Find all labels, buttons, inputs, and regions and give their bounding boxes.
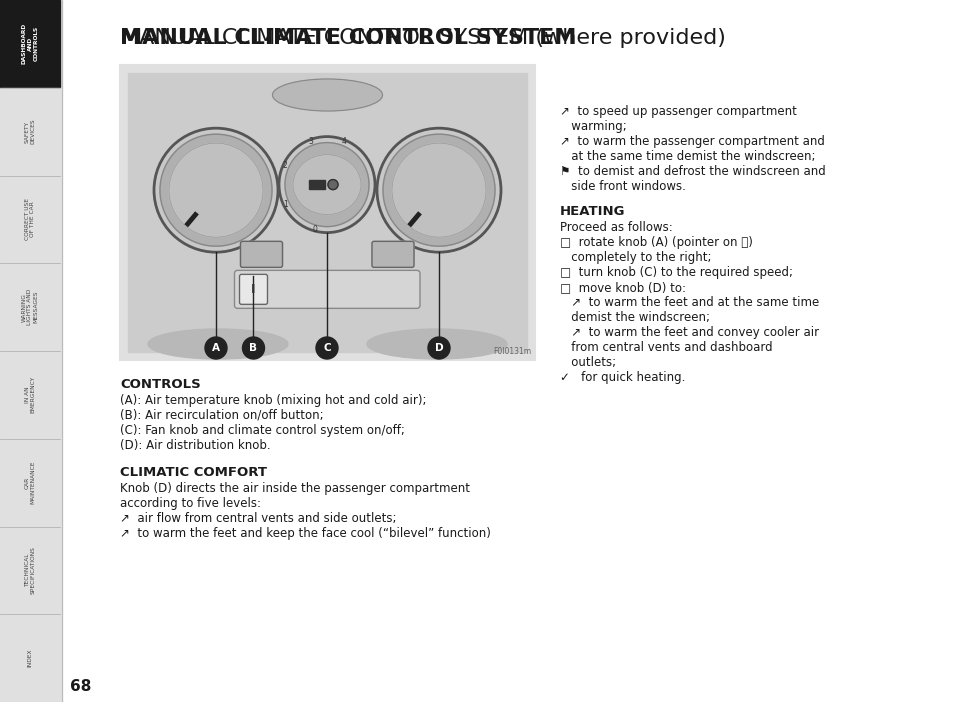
FancyBboxPatch shape	[234, 270, 419, 308]
Text: C: C	[323, 343, 331, 353]
Text: HEATING: HEATING	[559, 205, 625, 218]
Text: ↗  to speed up passenger compartment: ↗ to speed up passenger compartment	[559, 105, 796, 118]
Bar	[120, 65, 535, 360]
Ellipse shape	[367, 329, 506, 359]
Bar	[0, 614, 60, 701]
Text: Knob (D) directs the air inside the passenger compartment: Knob (D) directs the air inside the pass…	[120, 482, 470, 495]
Ellipse shape	[273, 79, 382, 111]
Bar	[0, 88, 60, 175]
FancyBboxPatch shape	[239, 274, 267, 305]
Bar	[0, 263, 60, 350]
Text: MANUAL CLIMATE CONTROL SYSTEM (where provided): MANUAL CLIMATE CONTROL SYSTEM (where pro…	[120, 28, 725, 48]
Bar	[0, 526, 60, 614]
Text: TECHNICAL
SPECIFICATIONS: TECHNICAL SPECIFICATIONS	[25, 546, 35, 595]
FancyBboxPatch shape	[372, 241, 414, 267]
Text: at the same time demist the windscreen;: at the same time demist the windscreen;	[559, 150, 815, 163]
Bar	[0, 439, 60, 526]
Text: (D): Air distribution knob.: (D): Air distribution knob.	[120, 439, 271, 452]
Bar	[0, 0, 60, 87]
Circle shape	[315, 337, 337, 359]
Circle shape	[392, 143, 485, 237]
Circle shape	[242, 337, 264, 359]
Text: from central vents and dashboard: from central vents and dashboard	[559, 341, 772, 354]
Text: I: I	[251, 283, 255, 296]
Text: demist the windscreen;: demist the windscreen;	[559, 311, 709, 324]
Text: B: B	[250, 343, 257, 353]
Text: 4: 4	[341, 138, 346, 147]
Circle shape	[382, 134, 495, 246]
Text: ⚑  to demist and defrost the windscreen and: ⚑ to demist and defrost the windscreen a…	[559, 165, 825, 178]
Text: F0I0131m: F0I0131m	[493, 347, 531, 356]
Text: Proceed as follows:: Proceed as follows:	[559, 221, 672, 234]
Text: 68: 68	[70, 679, 91, 694]
Circle shape	[328, 180, 337, 190]
Text: CORRECT USE
OF THE CAR: CORRECT USE OF THE CAR	[25, 199, 35, 240]
Text: according to five levels:: according to five levels:	[120, 497, 261, 510]
Circle shape	[428, 337, 450, 359]
Text: INDEX: INDEX	[28, 649, 32, 668]
Text: 1: 1	[283, 199, 288, 208]
Text: □  move knob (D) to:: □ move knob (D) to:	[559, 281, 685, 294]
Text: ✓   for quick heating.: ✓ for quick heating.	[559, 371, 684, 384]
Text: □  turn knob (C) to the required speed;: □ turn knob (C) to the required speed;	[559, 266, 792, 279]
Circle shape	[169, 143, 263, 237]
Text: (C): Fan knob and climate control system on/off;: (C): Fan knob and climate control system…	[120, 424, 404, 437]
Text: side front windows.: side front windows.	[559, 180, 685, 193]
Text: IN AN
EMERGENCY: IN AN EMERGENCY	[25, 376, 35, 413]
Text: D: D	[435, 343, 443, 353]
Text: CONTROLS: CONTROLS	[120, 378, 200, 391]
Text: CLIMATIC COMFORT: CLIMATIC COMFORT	[120, 466, 267, 479]
Circle shape	[160, 134, 272, 246]
Text: CAR
MAINTENANCE: CAR MAINTENANCE	[25, 461, 35, 504]
Text: ↗  to warm the feet and convey cooler air: ↗ to warm the feet and convey cooler air	[559, 326, 819, 339]
Bar	[0, 0, 62, 702]
Text: DASHBOARD
AND
CONTROLS: DASHBOARD AND CONTROLS	[22, 23, 38, 65]
Text: ↗  air flow from central vents and side outlets;: ↗ air flow from central vents and side o…	[120, 512, 396, 525]
Text: ↗  to warm the feet and at the same time: ↗ to warm the feet and at the same time	[559, 296, 819, 309]
Text: warming;: warming;	[559, 120, 626, 133]
Text: (A): Air temperature knob (mixing hot and cold air);: (A): Air temperature knob (mixing hot an…	[120, 394, 426, 407]
Text: MANUAL CLIMATE CONTROL SYSTEM: MANUAL CLIMATE CONTROL SYSTEM	[120, 28, 583, 48]
Text: 2: 2	[283, 161, 288, 170]
Ellipse shape	[293, 154, 360, 215]
Text: ↗  to warm the feet and keep the face cool (“bilevel” function): ↗ to warm the feet and keep the face coo…	[120, 527, 491, 540]
Circle shape	[278, 137, 375, 232]
Text: (B): Air recirculation on/off button;: (B): Air recirculation on/off button;	[120, 409, 323, 422]
Text: 3: 3	[309, 137, 314, 146]
Text: ↗  to warm the passenger compartment and: ↗ to warm the passenger compartment and	[559, 135, 824, 148]
Text: A: A	[212, 343, 220, 353]
Bar	[128, 73, 526, 352]
Circle shape	[285, 143, 369, 227]
Circle shape	[153, 128, 277, 252]
Circle shape	[376, 128, 500, 252]
Bar	[0, 176, 60, 263]
Text: completely to the right;: completely to the right;	[559, 251, 711, 264]
Text: WARNING
LIGHTS AND
MESSAGES: WARNING LIGHTS AND MESSAGES	[22, 289, 38, 325]
Bar	[309, 180, 325, 189]
Bar	[0, 351, 60, 438]
Ellipse shape	[148, 329, 288, 359]
Circle shape	[205, 337, 227, 359]
Text: outlets;: outlets;	[559, 356, 616, 369]
Text: SAFETY
DEVICES: SAFETY DEVICES	[25, 119, 35, 145]
FancyBboxPatch shape	[240, 241, 282, 267]
Text: 0: 0	[313, 225, 317, 234]
Text: □  rotate knob (A) (pointer on ⓦ): □ rotate knob (A) (pointer on ⓦ)	[559, 236, 752, 249]
